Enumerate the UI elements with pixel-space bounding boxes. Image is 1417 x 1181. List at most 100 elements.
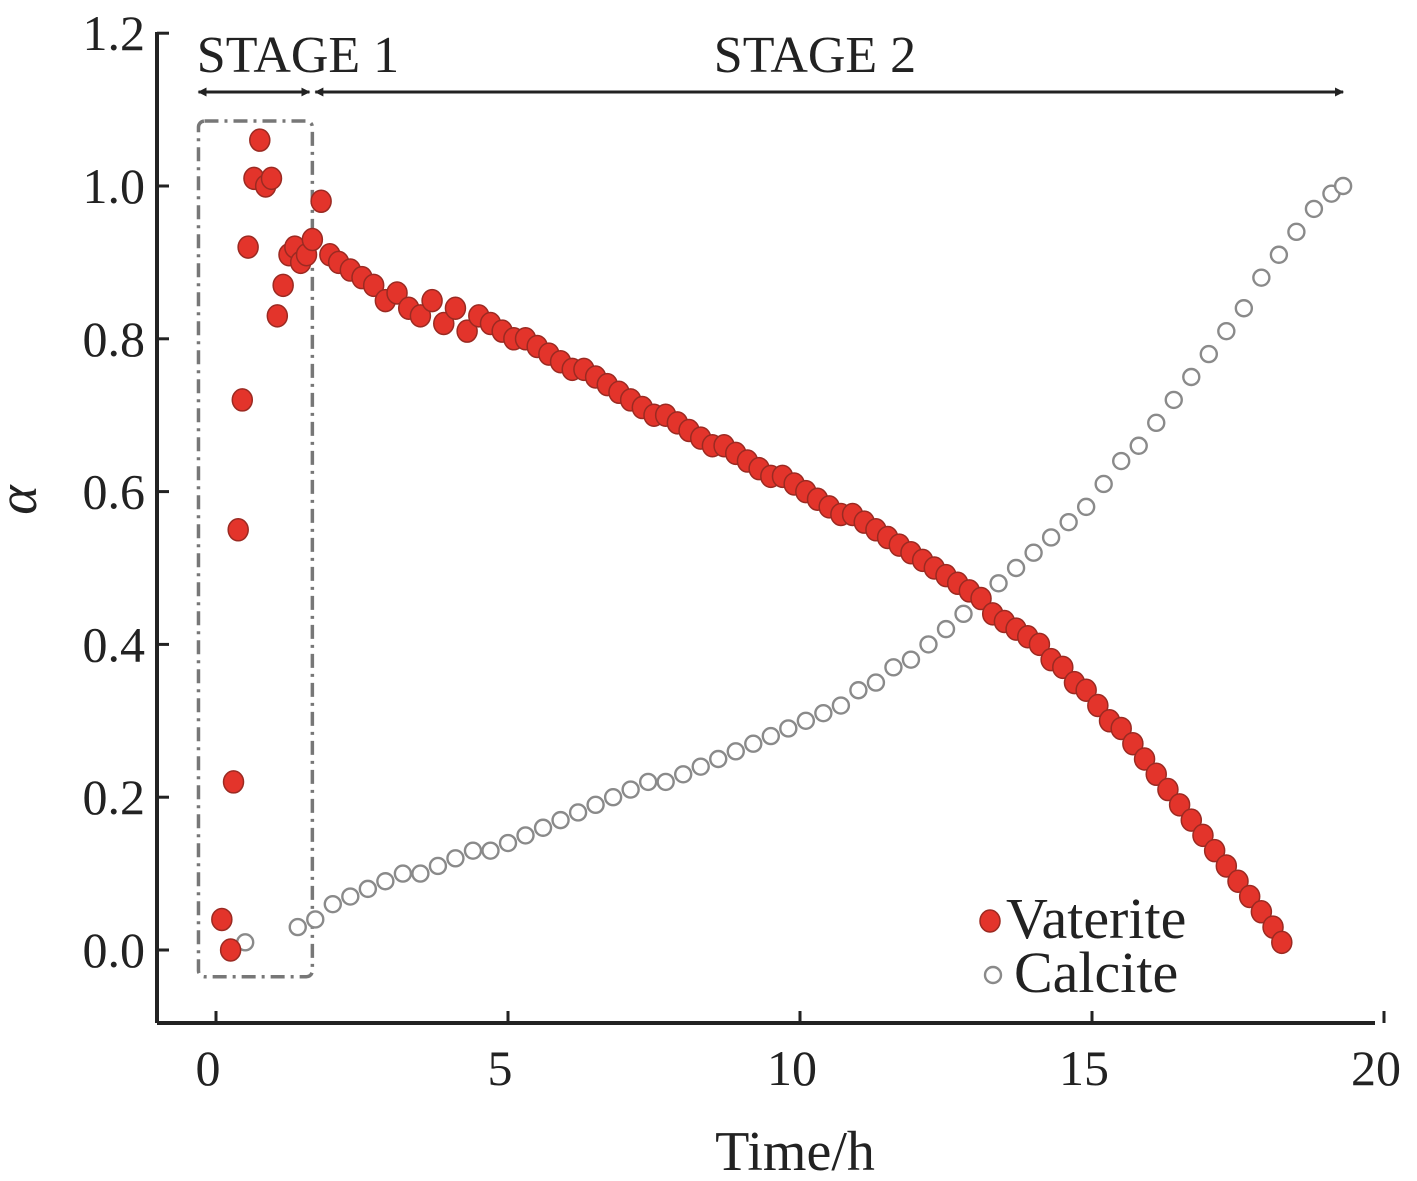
calcite-point: [1111, 451, 1131, 471]
vaterite-point: [1122, 731, 1144, 756]
calcite-point: [341, 887, 360, 906]
x-tick-label: 10: [767, 1040, 817, 1096]
calcite-point: [1076, 497, 1096, 517]
y-axis-ticks: 0.0 0.2 0.4 0.6 0.8 1.0 1.2: [83, 5, 169, 978]
calcite-point: [989, 574, 1008, 593]
vaterite-point: [1075, 678, 1097, 702]
vaterite-point: [1157, 777, 1179, 802]
calcite-point: [691, 757, 710, 776]
calcite-point: [814, 703, 833, 723]
calcite-point: [831, 696, 851, 715]
y-axis-label: α: [0, 484, 49, 515]
x-axis-ticks: 0 5 10 15 20: [196, 1011, 1401, 1096]
y-tick-label: 0.8: [83, 311, 146, 367]
vaterite-point: [433, 311, 455, 336]
vaterite-point: [1028, 632, 1051, 657]
calcite-point: [1164, 390, 1183, 410]
calcite-point: [1234, 299, 1254, 318]
calcite-point: [1094, 474, 1113, 494]
calcite-point: [1217, 321, 1236, 341]
calcite-point: [498, 833, 518, 853]
vaterite-point: [1238, 884, 1261, 909]
vaterite-point: [1110, 716, 1132, 741]
vaterite-point: [1203, 838, 1226, 863]
y-tick-label: 1.2: [83, 5, 146, 61]
vaterite-series: [211, 128, 1293, 962]
vaterite-point: [1145, 762, 1167, 787]
x-tick-label: 0: [196, 1040, 221, 1096]
calcite-point: [1269, 245, 1289, 264]
calcite-point: [884, 658, 903, 677]
x-axis-label: Time/h: [715, 1121, 875, 1181]
calcite-point: [533, 818, 553, 837]
vaterite-point: [1133, 747, 1156, 771]
vaterite-point: [301, 227, 324, 252]
calcite-series: [235, 176, 1353, 952]
vaterite-point: [237, 235, 259, 259]
calcite-point: [709, 749, 728, 769]
stage-1-box: [196, 119, 315, 979]
legend-label-calcite: Calcite: [1014, 940, 1178, 1005]
legend: Vaterite Calcite: [979, 886, 1186, 1005]
vaterite-point: [1168, 793, 1191, 817]
x-tick-label: 20: [1351, 1040, 1401, 1096]
calcite-point: [1182, 367, 1201, 387]
y-tick-label: 0.6: [83, 464, 146, 520]
calcite-point: [1199, 344, 1219, 364]
calcite-point: [796, 711, 816, 730]
calcite-point: [954, 604, 973, 624]
vaterite-point: [219, 938, 242, 962]
x-tick-label: 5: [488, 1040, 513, 1096]
calcite-point: [744, 734, 763, 753]
calcite-point: [393, 864, 413, 883]
vaterite-point: [272, 273, 294, 298]
calcite-point: [638, 772, 658, 792]
calcite-point: [288, 917, 307, 937]
calcite-point: [376, 872, 395, 891]
vaterite-point: [1052, 655, 1074, 680]
calcite-point: [1287, 222, 1306, 242]
calcite-point: [779, 719, 798, 738]
calcite-point: [323, 894, 342, 914]
vaterite-point: [310, 189, 332, 214]
vaterite-point: [421, 288, 443, 313]
vaterite-point: [1215, 854, 1238, 878]
vaterite-point: [1250, 900, 1273, 924]
legend-marker-vaterite: [979, 909, 1001, 933]
calcite-point: [586, 795, 605, 815]
vaterite-point: [227, 518, 249, 542]
calcite-point: [306, 910, 325, 929]
vaterite-point: [231, 388, 254, 412]
calcite-point: [1304, 199, 1324, 219]
vaterite-point: [1180, 808, 1203, 832]
stage-2-label: STAGE 2: [714, 27, 916, 84]
vaterite-point: [386, 281, 408, 305]
calcite-point: [849, 681, 868, 700]
vaterite-point: [222, 770, 245, 794]
vaterite-point: [1192, 823, 1214, 848]
vaterite-point: [1227, 869, 1249, 893]
vaterite-point: [249, 128, 271, 152]
calcite-point: [936, 619, 956, 639]
calcite-point: [1252, 268, 1271, 287]
calcite-point: [446, 849, 465, 868]
calcite-point: [919, 635, 938, 654]
vaterite-point: [456, 319, 478, 343]
calcite-point: [1059, 512, 1078, 532]
calcite-point: [463, 841, 483, 860]
calcite-point: [726, 742, 745, 761]
calcite-point: [1129, 436, 1148, 455]
vaterite-point: [362, 273, 385, 298]
y-tick-label: 1.0: [83, 158, 146, 214]
calcite-point: [621, 780, 640, 799]
calcite-point: [761, 726, 780, 746]
calcite-point: [516, 826, 535, 845]
vaterite-point: [211, 907, 233, 932]
x-tick-label: 15: [1059, 1040, 1109, 1096]
vaterite-point: [1087, 693, 1109, 718]
vaterite-point: [970, 586, 992, 611]
calcite-point: [901, 650, 921, 669]
calcite-point: [1147, 413, 1166, 433]
calcite-point: [1024, 543, 1043, 562]
